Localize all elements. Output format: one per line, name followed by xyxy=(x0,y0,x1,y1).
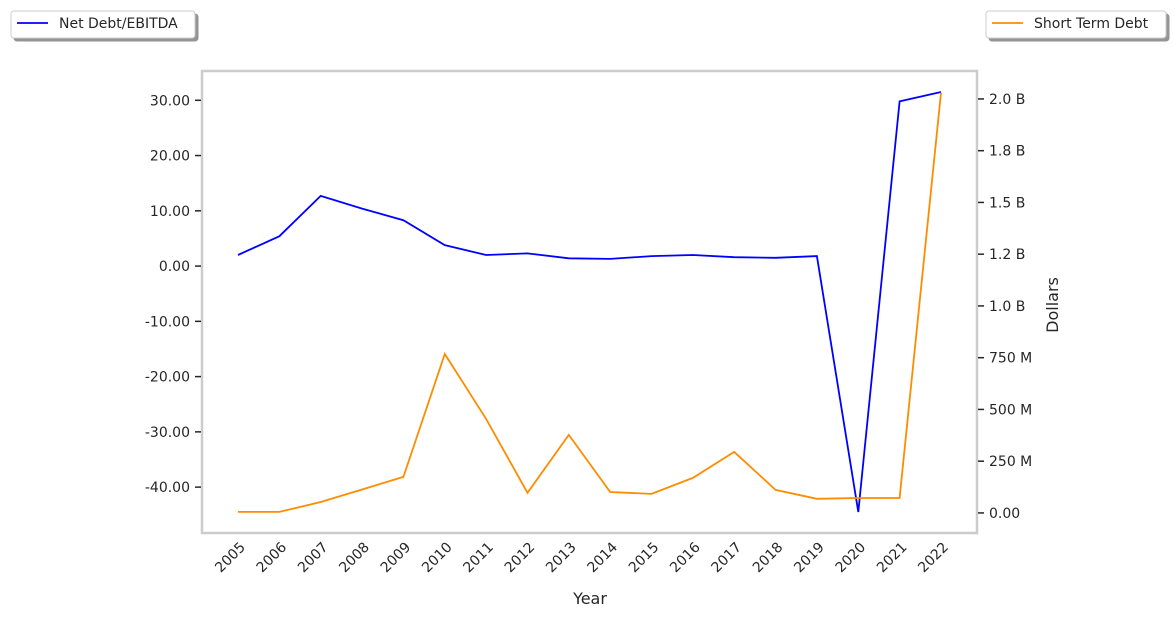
x-tick-label: 2013 xyxy=(543,540,580,577)
left-tick-label: 10.00 xyxy=(150,204,190,220)
legend-short-term-debt: Short Term Debt xyxy=(986,11,1166,38)
right-tick-label: 1.2 B xyxy=(989,247,1025,263)
left-tick-label: 0.00 xyxy=(159,259,190,275)
right-tick-label: 750 M xyxy=(989,351,1032,367)
x-tick-label: 2021 xyxy=(874,540,911,577)
x-tick-label: 2022 xyxy=(915,540,952,577)
legend-label: Net Debt/EBITDA xyxy=(59,16,178,32)
right-tick-label: 2.0 B xyxy=(989,92,1025,108)
x-tick-label: 2005 xyxy=(212,540,249,577)
left-tick-label: 20.00 xyxy=(150,149,190,165)
right-tick-label: 1.0 B xyxy=(989,299,1025,315)
left-tick-label: -10.00 xyxy=(145,314,190,330)
right-tick-label: 500 M xyxy=(989,402,1032,418)
x-tick-label: 2011 xyxy=(460,540,497,577)
right-tick-label: 1.5 B xyxy=(989,195,1025,211)
right-y-axis-label: Dollars xyxy=(1043,277,1062,333)
x-tick-label: 2020 xyxy=(833,540,870,577)
x-tick-label: 2015 xyxy=(626,540,663,577)
x-tick-label: 2008 xyxy=(336,540,373,577)
left-tick-label: 30.00 xyxy=(150,93,190,109)
x-tick-label: 2017 xyxy=(709,540,746,577)
x-tick-label: 2019 xyxy=(791,540,828,577)
left-tick-label: -20.00 xyxy=(145,370,190,386)
x-tick-label: 2014 xyxy=(584,539,621,576)
right-y-axis: 2.0 B 1.8 B 1.5 B 1.2 B 1.0 B 750 M 500 M 250 M… xyxy=(978,92,1032,522)
legend-net-debt-ebitda: Net Debt/EBITDA xyxy=(11,11,195,38)
x-tick-label: 2007 xyxy=(295,540,332,577)
left-tick-label: -40.00 xyxy=(145,480,190,496)
right-tick-label: 0.00 xyxy=(989,506,1020,522)
x-tick-label: 2009 xyxy=(378,540,415,577)
x-tick-label: 2018 xyxy=(750,540,787,577)
legend-label: Short Term Debt xyxy=(1034,16,1149,32)
x-tick-label: 2016 xyxy=(667,539,704,576)
x-axis-label: Year xyxy=(572,589,607,608)
right-tick-label: 250 M xyxy=(989,454,1032,470)
right-tick-label: 1.8 B xyxy=(989,144,1025,160)
x-tick-label: 2012 xyxy=(502,540,539,577)
left-y-axis: 30.00 20.00 10.00 0.00 -10.00 -20.00 -30.00 -40… xyxy=(145,93,201,496)
left-tick-label: -30.00 xyxy=(145,425,190,441)
x-tick-label: 2006 xyxy=(254,539,291,576)
x-tick-label: 2010 xyxy=(419,540,456,577)
